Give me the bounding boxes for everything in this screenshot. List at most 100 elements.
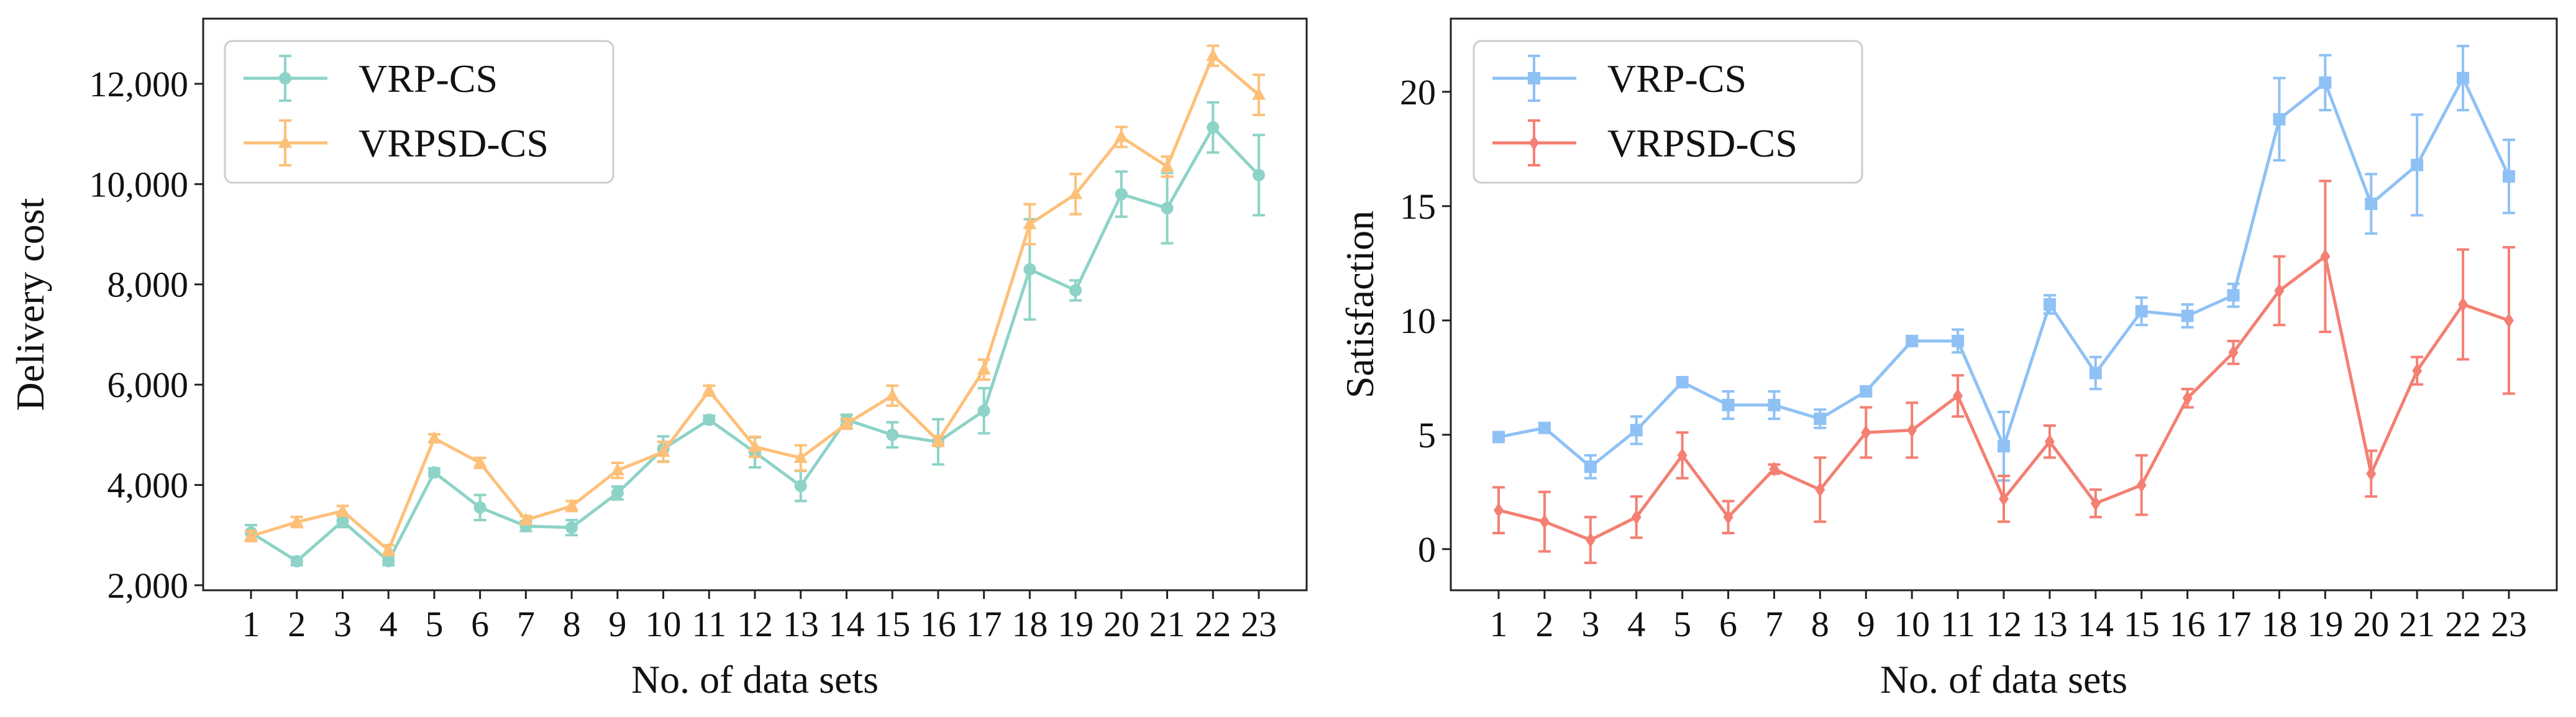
x-tick-label: 11 xyxy=(1940,604,1975,644)
data-point xyxy=(1769,461,1779,477)
data-point xyxy=(2228,345,2239,360)
data-point xyxy=(1815,482,1825,498)
data-point xyxy=(473,455,487,468)
delivery-cost-chart: 1 2 3 4 5 6 7 8 9 10 11 12 13 14 15 16 17 18 19 20 21 22 232,0… xyxy=(8,17,1308,701)
series-vrpsd-cs xyxy=(244,44,1266,557)
y-tick-label: 2,000 xyxy=(107,565,189,606)
data-point xyxy=(610,463,624,476)
data-point xyxy=(839,416,854,429)
x-tick-label: 5 xyxy=(425,604,443,644)
legend-marker xyxy=(279,72,291,84)
legend-marker xyxy=(278,135,292,148)
data-point xyxy=(1860,385,1873,398)
x-tick-label: 7 xyxy=(1765,604,1783,644)
data-point xyxy=(1069,284,1082,297)
data-point xyxy=(1114,129,1128,142)
data-point xyxy=(1494,503,1504,518)
x-tick-label: 18 xyxy=(2261,604,2297,644)
data-point xyxy=(1907,422,1917,438)
data-point xyxy=(473,501,486,514)
x-tick-label: 7 xyxy=(517,604,535,644)
y-tick-label: 8,000 xyxy=(107,265,189,305)
data-point xyxy=(381,542,396,555)
x-tick-label: 3 xyxy=(334,604,352,644)
data-point xyxy=(2503,170,2515,183)
x-tick-label: 5 xyxy=(1673,604,1691,644)
data-point xyxy=(565,498,579,511)
data-point xyxy=(427,466,441,479)
data-point xyxy=(931,433,945,446)
data-point xyxy=(2135,305,2148,318)
data-point xyxy=(1676,376,1689,389)
x-tick-label: 13 xyxy=(2032,604,2068,644)
data-point xyxy=(2274,283,2285,298)
data-point xyxy=(1814,413,1827,425)
data-point xyxy=(427,431,441,444)
data-point xyxy=(1952,334,1965,347)
x-tick-label: 9 xyxy=(1857,604,1875,644)
satisfaction-chart: 1 2 3 4 5 6 7 8 9 10 11 12 13 14 15 16 17 18 19 20 21 22 23051… xyxy=(1338,17,2558,701)
x-tick-label: 11 xyxy=(692,604,726,644)
data-point xyxy=(656,444,670,457)
data-point xyxy=(2044,434,2055,449)
x-tick-label: 12 xyxy=(1986,604,2022,644)
y-axis-label: Delivery cost xyxy=(8,198,52,411)
data-point xyxy=(2227,289,2240,302)
data-point xyxy=(886,428,899,441)
x-tick-label: 4 xyxy=(1627,604,1645,644)
data-point xyxy=(748,439,762,452)
y-tick-label: 12,000 xyxy=(89,64,189,104)
data-point xyxy=(2365,198,2378,211)
data-point xyxy=(1630,424,1643,437)
data-point xyxy=(1998,440,2010,453)
data-point xyxy=(1252,87,1266,100)
data-point xyxy=(1723,509,1733,525)
x-tick-label: 15 xyxy=(874,604,910,644)
data-point xyxy=(2136,477,2147,493)
legend: VRP-CS VRPSD-CS xyxy=(1473,40,1863,184)
legend-label: VRP-CS xyxy=(1607,57,1747,101)
x-tick-label: 17 xyxy=(2216,604,2252,644)
x-tick-label: 17 xyxy=(966,604,1002,644)
data-point xyxy=(244,528,258,541)
legend-label: VRPSD-CS xyxy=(359,121,549,165)
data-point xyxy=(1069,186,1083,199)
data-point xyxy=(611,486,624,500)
data-point xyxy=(1861,425,1871,441)
y-tick-label: 10 xyxy=(1400,301,1436,341)
x-tick-label: 8 xyxy=(563,604,581,644)
data-point xyxy=(1492,431,1505,444)
data-point xyxy=(519,513,533,526)
x-axis-label: No. of data sets xyxy=(631,657,879,701)
data-point xyxy=(1953,388,1963,404)
x-tick-label: 6 xyxy=(471,604,489,644)
x-tick-label: 14 xyxy=(2078,604,2114,644)
x-tick-label: 1 xyxy=(1490,604,1508,644)
series-vrp-cs xyxy=(1492,45,2515,482)
legend-marker xyxy=(1529,135,1539,150)
x-tick-label: 16 xyxy=(920,604,956,644)
x-tick-label: 14 xyxy=(828,604,864,644)
x-axis-label: No. of data sets xyxy=(1880,657,2127,701)
legend-box xyxy=(224,40,614,184)
y-tick-label: 15 xyxy=(1400,186,1436,227)
legend-box xyxy=(1473,40,1863,184)
data-point xyxy=(2181,309,2194,322)
data-point xyxy=(290,514,304,527)
data-point xyxy=(1539,514,1550,529)
x-tick-label: 21 xyxy=(1149,604,1185,644)
data-point xyxy=(1206,48,1220,61)
data-point xyxy=(2043,298,2056,311)
data-point xyxy=(382,555,395,568)
data-point xyxy=(290,555,303,568)
data-point xyxy=(1677,447,1688,463)
x-tick-label: 19 xyxy=(2307,604,2343,644)
y-tick-label: 10,000 xyxy=(89,164,189,204)
data-point xyxy=(1160,159,1174,172)
legend: VRP-CS VRPSD-CS xyxy=(224,40,614,184)
data-point xyxy=(2504,313,2514,328)
data-point xyxy=(977,404,990,418)
data-point xyxy=(1023,263,1036,276)
y-axis-label: Satisfaction xyxy=(1338,211,1382,398)
